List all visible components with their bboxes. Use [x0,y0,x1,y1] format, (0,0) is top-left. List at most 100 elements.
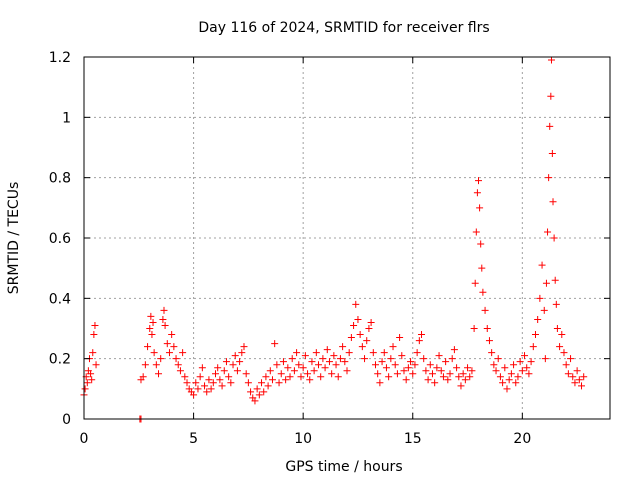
data-point [148,331,156,339]
data-point [159,315,167,323]
data-point [538,261,546,269]
data-point [545,174,553,182]
data-point [310,367,318,375]
data-point [472,228,480,236]
data-point [428,370,436,378]
data-point [378,358,386,366]
data-point [541,355,549,363]
data-point [229,361,237,369]
data-point [551,276,559,284]
data-point [459,370,467,378]
data-point [435,352,443,360]
data-point [336,355,344,363]
data-point [209,379,217,387]
data-point [415,337,423,345]
y-tick-label: 0.8 [49,171,71,187]
data-point [393,370,401,378]
data-point [468,367,476,375]
data-point [317,373,325,381]
axis-ticks [83,56,610,420]
data-point [358,343,366,351]
data-point [518,367,526,375]
y-tick-labels: 0 0.2 0.4 0.6 0.8 1 1.2 [49,50,71,428]
data-point [227,379,235,387]
data-point [144,343,152,351]
data-point [176,367,184,375]
data-point [81,385,89,393]
data-point [400,367,408,375]
data-point [437,367,445,375]
data-point [420,355,428,363]
data-point [290,367,298,375]
data-point [418,331,426,339]
data-point [413,349,421,357]
data-point [242,370,250,378]
data-point [203,388,211,396]
data-point [255,391,263,399]
data-point [321,364,329,372]
data-point [207,385,215,393]
y-tick-label: 0.6 [49,231,71,247]
x-tick-label: 5 [189,431,198,447]
data-point [529,343,537,351]
data-point [369,349,377,357]
y-axis-label: SRMTID / TECUs [6,182,22,295]
data-point [168,331,176,339]
data-point [549,198,557,206]
data-point [457,382,465,390]
data-point [548,150,556,158]
data-point [573,367,581,375]
data-point [339,343,347,351]
data-point [323,346,331,354]
data-point [461,376,469,384]
data-points [80,56,588,423]
x-tick-labels: 0 5 10 15 20 [80,431,532,447]
data-point [424,376,432,384]
y-tick-label: 0.2 [49,352,71,368]
data-point [334,373,342,381]
data-point [266,367,274,375]
data-point [473,189,481,197]
data-point [222,358,230,366]
data-point [253,385,261,393]
data-point [172,355,180,363]
data-point [552,300,560,308]
data-point [411,361,419,369]
data-point [325,358,333,366]
data-point [433,364,441,372]
data-point [146,325,154,332]
data-point [534,315,542,323]
data-point [216,376,224,384]
data-point [505,376,513,384]
data-point [157,355,165,363]
data-point [273,361,281,369]
data-point [391,361,399,369]
data-point [567,355,575,363]
data-point [212,370,219,378]
data-point [553,325,561,332]
data-point [352,300,360,308]
x-tick-label: 20 [513,431,531,447]
data-point [479,288,487,296]
data-point [525,370,533,378]
data-point [315,361,323,369]
data-point [347,334,355,342]
data-point [160,306,168,314]
data-point [478,264,486,272]
data-point [389,343,397,351]
data-point [350,321,358,329]
data-point [301,352,309,360]
data-point [244,379,252,387]
data-point [345,349,353,357]
data-point [439,373,447,381]
data-point [371,361,379,369]
data-point [398,352,406,360]
data-point [483,325,491,332]
data-point [89,349,97,357]
data-point [181,373,189,381]
data-point [540,306,548,314]
data-point [575,376,583,384]
data-point [205,376,213,384]
data-point [91,321,99,329]
